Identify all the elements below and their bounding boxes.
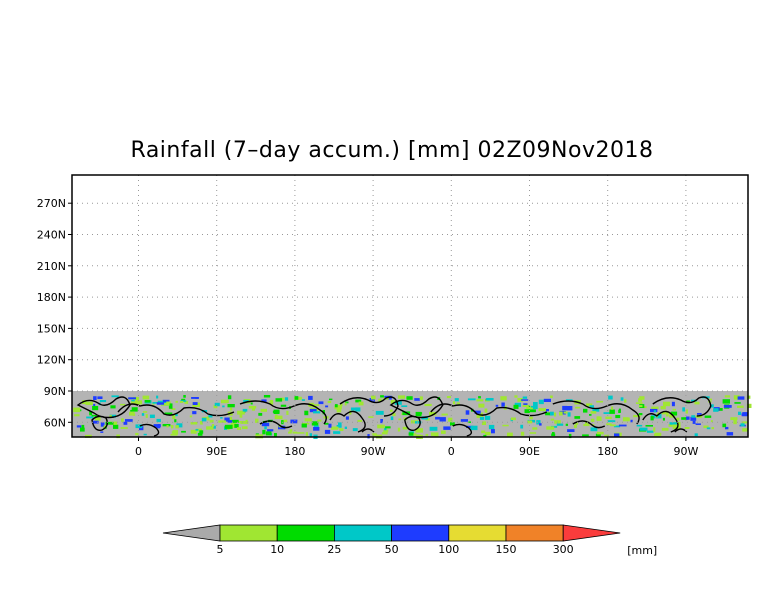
colorbar-box bbox=[391, 524, 450, 542]
colorbar-label: 10 bbox=[270, 543, 284, 556]
colorbar-label: 300 bbox=[553, 543, 574, 556]
lat-tick-label: 120N bbox=[37, 354, 66, 367]
colorbar-box bbox=[333, 524, 392, 542]
lon-tick-label: 180 bbox=[597, 445, 618, 458]
colorbar-unit: [mm] bbox=[627, 544, 657, 557]
lon-tick-label: 180 bbox=[284, 445, 305, 458]
colorbar-box bbox=[448, 524, 507, 542]
lat-tick-label: 180N bbox=[37, 291, 66, 304]
colorbar: 5 10 25 50 100 150 300 [mm] bbox=[162, 524, 657, 557]
rain-field bbox=[73, 395, 752, 439]
colorbar-box bbox=[219, 524, 278, 542]
colorbar-label: 5 bbox=[217, 543, 224, 556]
colorbar-label: 50 bbox=[385, 543, 399, 556]
lon-tick-label: 0 bbox=[135, 445, 142, 458]
lon-tick-label: 90E bbox=[519, 445, 540, 458]
map-panel: 270N 240N 210N 180N 150N 120N 90N 60N 0 90E 180 90W… bbox=[37, 174, 752, 458]
colorbar-box bbox=[276, 524, 335, 542]
lat-tick-label: 60N bbox=[44, 416, 66, 429]
gridlines bbox=[72, 175, 748, 437]
lon-tick-label: 90W bbox=[673, 445, 698, 458]
lon-tick-label: 90E bbox=[206, 445, 227, 458]
lon-tick-label: 90W bbox=[361, 445, 386, 458]
lat-tick-label: 210N bbox=[37, 260, 66, 273]
lat-tick-label: 270N bbox=[37, 197, 66, 210]
colorbar-label: 100 bbox=[438, 543, 459, 556]
colorbar-box bbox=[505, 524, 564, 542]
ticks bbox=[68, 202, 687, 441]
colorbar-arrow-low bbox=[162, 524, 221, 542]
lat-tick-label: 90N bbox=[44, 385, 66, 398]
lon-tick-label: 0 bbox=[448, 445, 455, 458]
colorbar-arrow-high bbox=[562, 524, 621, 542]
lat-tick-label: 240N bbox=[37, 229, 66, 242]
colorbar-label: 150 bbox=[496, 543, 517, 556]
map-frame bbox=[71, 174, 749, 438]
map-title: Rainfall (7–day accum.) [mm] 02Z09Nov201… bbox=[130, 138, 654, 163]
colorbar-label: 25 bbox=[327, 543, 341, 556]
lat-tick-label: 150N bbox=[37, 322, 66, 335]
